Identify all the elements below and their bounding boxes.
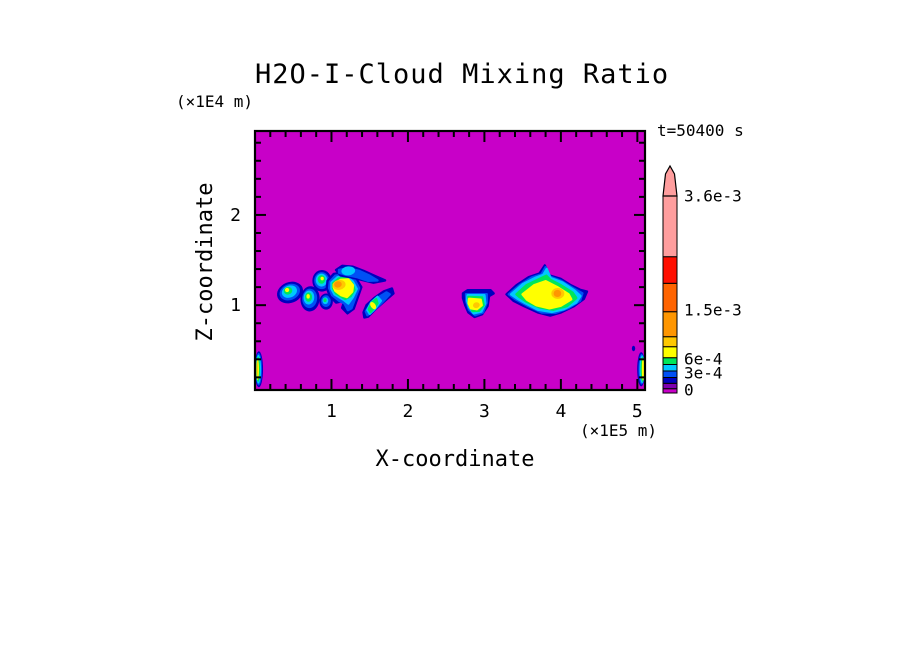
cloud-blob-mid	[461, 289, 495, 319]
colorbar-segment-yellow	[662, 346, 678, 359]
colorbar-label: 3e-4	[684, 364, 723, 383]
x-tick-label: 2	[403, 401, 414, 422]
chart-title: H2O-I-Cloud Mixing Ratio	[255, 59, 670, 90]
x-axis-units: (×1E5 m)	[579, 421, 657, 440]
x-axis-label: X-coordinate	[375, 447, 535, 472]
colorbar-segment-darkorange	[662, 282, 678, 313]
colorbar-segment-navy	[662, 377, 678, 384]
cloud-blob-4	[319, 293, 333, 310]
x-tick-label: 1	[326, 401, 337, 422]
y-axis-units: (×1E4 m)	[175, 92, 253, 111]
colorbar-segment-orange	[662, 311, 678, 338]
cloud-features	[256, 264, 644, 388]
cloud-blob-2	[300, 286, 320, 312]
colorbar-segment-blue	[662, 370, 678, 378]
cloud-blob-1	[277, 281, 304, 304]
colorbar-label: 1.5e-3	[684, 301, 742, 320]
colorbar-segment-pink	[662, 195, 678, 258]
colorbar-label: 6e-4	[684, 350, 723, 369]
colorbar-segment-red	[662, 256, 678, 284]
cloud-arm-upper	[334, 264, 387, 284]
colorbar-label: 0	[684, 381, 694, 400]
axis-ticks	[256, 132, 644, 389]
z-tick-label: 1	[230, 295, 241, 316]
colorbar-label: 3.6e-3	[684, 187, 742, 206]
cloud-streak-right	[362, 287, 395, 319]
colorbar-arrow	[662, 164, 678, 197]
x-tick-label: 3	[479, 401, 490, 422]
plot-frame	[253, 129, 647, 392]
cloud-core-main	[325, 270, 363, 315]
x-tick-label: 4	[555, 401, 566, 422]
time-label: t=50400 s	[657, 121, 744, 140]
x-tick-label: 5	[632, 401, 643, 422]
colorbar-segment-green	[662, 357, 678, 366]
colorbar-segment-magenta	[662, 388, 678, 394]
colorbar-segment-gold	[662, 336, 678, 348]
y-axis-label: Z-coordinate	[193, 182, 218, 342]
cloud-blob-right	[505, 264, 589, 317]
colorbar-segment-cyan	[662, 364, 678, 372]
plot-background	[255, 131, 645, 390]
colorbar-segment-purple	[662, 382, 678, 390]
colorbar	[662, 164, 678, 394]
z-tick-label: 2	[230, 205, 241, 226]
